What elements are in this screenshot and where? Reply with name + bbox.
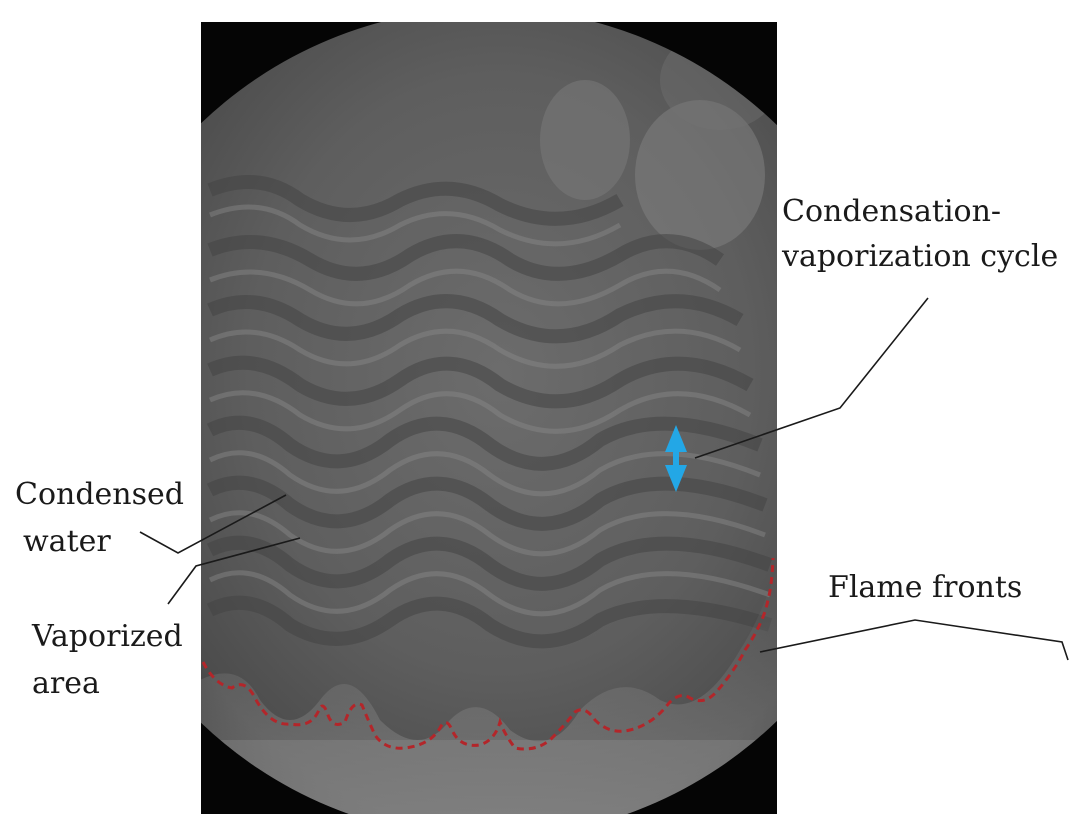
flame-leader-line (759, 619, 1069, 661)
cycle-arrow-icon (665, 425, 687, 492)
flame-fronts-label: Flame fronts (828, 570, 1023, 605)
condensed-leader-line (139, 494, 287, 554)
vaporized-leader-line (167, 537, 301, 605)
vaporized-label-line1: Vaporized (32, 619, 183, 654)
cycle-label-line1: Condensation- (782, 194, 1002, 229)
schlieren-photograph (201, 22, 777, 814)
condensed-label-line2: water (23, 524, 111, 559)
cycle-label-line2: vaporization cycle (782, 239, 1059, 274)
flame-front-curve (201, 557, 775, 751)
condensed-label-line1: Condensed (15, 477, 184, 512)
cycle-leader-line (694, 297, 929, 459)
vaporized-label-line2: area (32, 666, 100, 701)
